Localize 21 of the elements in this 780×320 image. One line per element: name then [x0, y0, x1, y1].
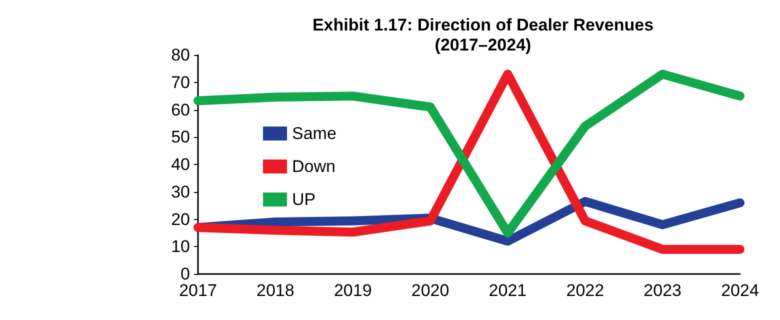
- y-tick-label: 10: [171, 237, 190, 256]
- x-tick-label: 2023: [644, 281, 682, 300]
- y-tick-label: 70: [171, 72, 190, 92]
- x-tick-label: 2020: [411, 281, 450, 300]
- y-tick-label: 40: [171, 155, 190, 174]
- x-tick-label: 2022: [566, 281, 604, 300]
- y-tick-label: 30: [171, 182, 190, 202]
- y-tick-label: 80: [171, 46, 190, 64]
- legend-label: Same: [292, 124, 336, 143]
- y-tick-label: 0: [180, 264, 190, 284]
- x-tick-label: 2017: [179, 281, 217, 300]
- y-tick-label: 20: [171, 210, 190, 229]
- x-tick-label: 2024: [721, 281, 759, 300]
- y-tick-label: 50: [171, 128, 190, 147]
- legend-label: UP: [292, 190, 316, 209]
- y-tick-label: 60: [171, 100, 190, 120]
- x-tick-label: 2018: [256, 281, 294, 300]
- x-tick-label: 2021: [488, 281, 527, 300]
- chart-title: Exhibit 1.17: Direction of Dealer Revenues (2017–2024): [312, 16, 654, 54]
- x-tick-label: 2019: [334, 281, 372, 300]
- legend-label: Down: [292, 157, 336, 176]
